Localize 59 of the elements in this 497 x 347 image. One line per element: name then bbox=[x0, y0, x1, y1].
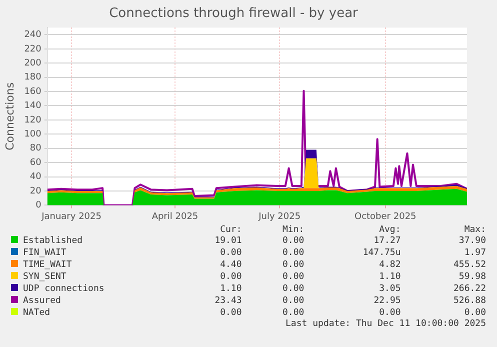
text: 0.00 bbox=[282, 307, 306, 319]
text: 0.00 bbox=[282, 259, 306, 271]
legend-label: SYN_SENT bbox=[22, 271, 68, 283]
y-tick-label: 160 bbox=[24, 86, 42, 97]
y-tick-label: 60 bbox=[30, 158, 42, 168]
x-tick-label: July 2025 bbox=[258, 212, 301, 222]
text: 1.10 bbox=[219, 283, 243, 295]
y-tick-label: 0 bbox=[36, 200, 42, 211]
text: 0.00 bbox=[282, 295, 306, 307]
y-tick-label: 80 bbox=[30, 144, 42, 154]
chart-title: Connections through firewall - by year bbox=[109, 6, 359, 22]
text: Cur: bbox=[219, 225, 243, 235]
text: 1.97 bbox=[463, 247, 487, 259]
text: Last update: Thu Dec 11 10:00:00 2025 bbox=[284, 319, 487, 329]
text: 0.00 bbox=[282, 271, 306, 283]
x-tick-label: April 2025 bbox=[152, 212, 198, 222]
y-axis-title: Connections bbox=[3, 82, 16, 150]
text: 526.88 bbox=[452, 295, 487, 307]
text: 266.22 bbox=[452, 283, 487, 295]
x-tick-label: October 2025 bbox=[354, 212, 416, 222]
text: 0.00 bbox=[219, 271, 243, 283]
y-tick-label: 220 bbox=[24, 44, 42, 54]
text: 147.75u bbox=[362, 247, 402, 259]
text: Min: bbox=[282, 225, 306, 235]
text: 1.10 bbox=[378, 271, 402, 283]
y-tick-label: 240 bbox=[24, 30, 42, 40]
y-tick-label: 100 bbox=[24, 130, 42, 140]
text: 0.00 bbox=[378, 307, 402, 319]
text: 0.00 bbox=[282, 235, 306, 247]
text: 0.00 bbox=[219, 247, 243, 259]
legend-label: Assured bbox=[22, 295, 62, 307]
y-tick-label: 120 bbox=[24, 115, 42, 126]
text: 0.00 bbox=[282, 247, 306, 259]
text: 22.95 bbox=[372, 295, 402, 307]
text: 37.90 bbox=[458, 235, 487, 247]
text: Avg: bbox=[378, 225, 402, 235]
text: 4.40 bbox=[219, 259, 243, 271]
legend-label: FIN_WAIT bbox=[22, 247, 68, 259]
legend-label: Established bbox=[22, 235, 84, 247]
text: 23.43 bbox=[214, 295, 243, 307]
y-tick-label: 140 bbox=[24, 101, 42, 112]
text: 3.05 bbox=[378, 283, 402, 295]
text: 455.52 bbox=[452, 259, 487, 271]
text: 0.00 bbox=[219, 307, 243, 319]
text: Max: bbox=[463, 225, 487, 235]
y-tick-label: 200 bbox=[24, 58, 42, 68]
y-tick-label: 180 bbox=[24, 72, 42, 83]
x-tick-label: January 2025 bbox=[40, 212, 102, 222]
legend-label: UDP connections bbox=[22, 283, 106, 295]
legend-label: NATed bbox=[22, 307, 52, 319]
text: 4.82 bbox=[378, 259, 402, 271]
text: 59.98 bbox=[458, 271, 487, 283]
text: 19.01 bbox=[214, 235, 243, 247]
y-tick-label: 20 bbox=[30, 186, 42, 196]
text: 0.00 bbox=[282, 283, 306, 295]
y-tick-label: 40 bbox=[30, 172, 42, 182]
text: 0.00 bbox=[463, 307, 487, 319]
legend-label: TIME_WAIT bbox=[22, 259, 73, 271]
text: 17.27 bbox=[372, 235, 402, 247]
